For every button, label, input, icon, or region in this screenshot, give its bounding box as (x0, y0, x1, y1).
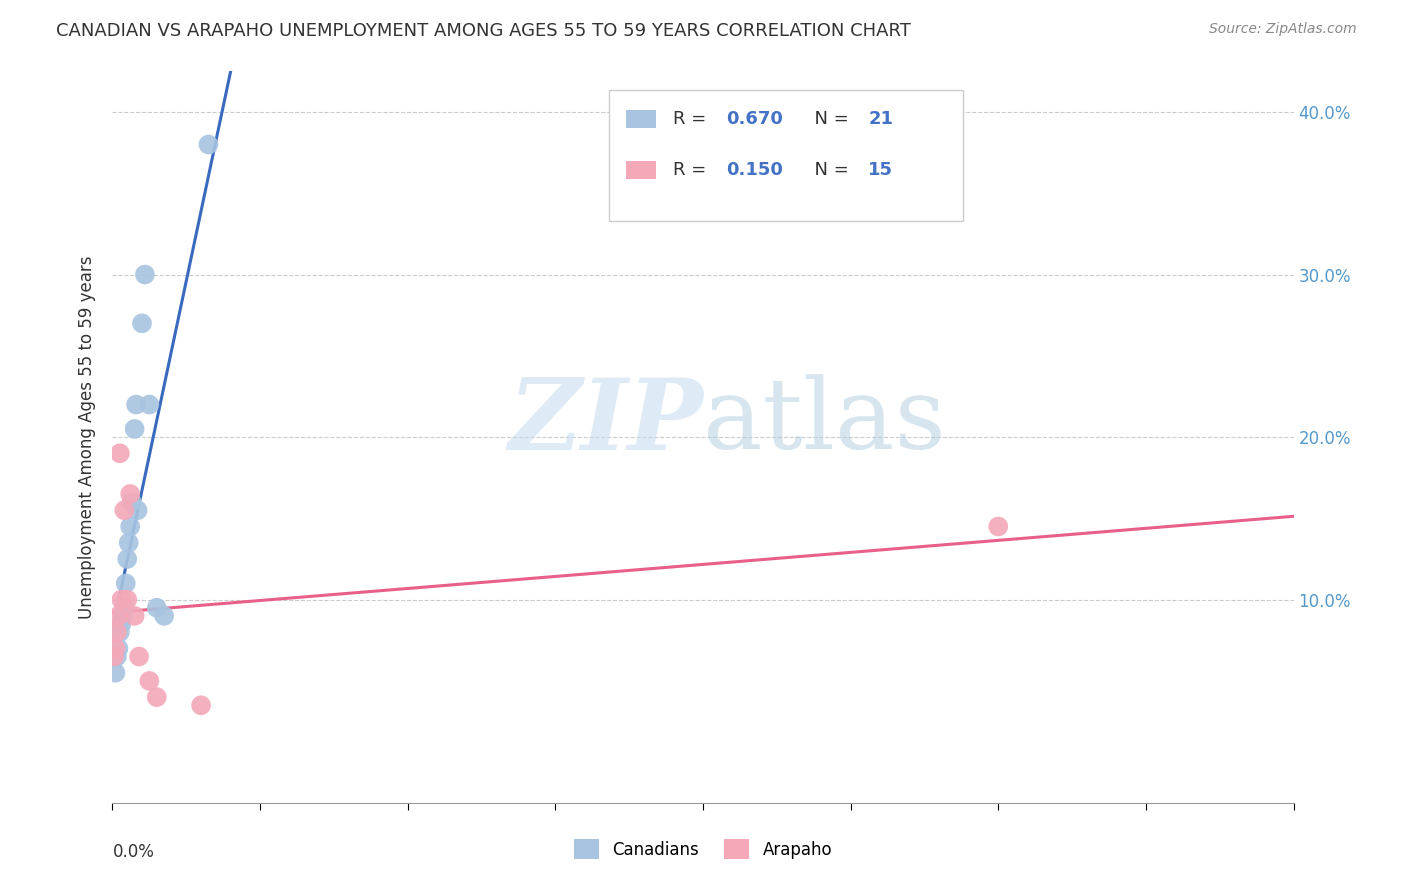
Point (105, 625, 128, 640)
Point (138, 673, 160, 688)
Point (108, 446, 131, 460)
Point (153, 608, 176, 623)
Text: atlas: atlas (703, 375, 946, 470)
Point (120, 487, 142, 501)
Text: CANADIAN VS ARAPAHO UNEMPLOYMENT AMONG AGES 55 TO 59 YEARS CORRELATION CHART: CANADIAN VS ARAPAHO UNEMPLOYMENT AMONG A… (56, 22, 911, 40)
Text: 0.670: 0.670 (727, 110, 783, 128)
Point (121, 495, 143, 509)
Point (125, 398, 148, 412)
Bar (626, 110, 655, 128)
Y-axis label: Unemployment Among Ages 55 to 59 years: Unemployment Among Ages 55 to 59 years (77, 255, 96, 619)
FancyBboxPatch shape (609, 90, 963, 221)
Text: 15: 15 (869, 161, 893, 179)
Text: N =: N = (803, 110, 855, 128)
Text: R =: R = (673, 110, 713, 128)
Point (112, 503, 135, 517)
Point (197, 137, 219, 152)
Legend: Canadians, Arapaho: Canadians, Arapaho (565, 830, 841, 868)
Point (108, 625, 131, 640)
Point (134, 268, 156, 282)
Text: N =: N = (803, 161, 855, 179)
Point (117, 592, 138, 607)
Point (104, 641, 127, 656)
Point (110, 617, 132, 632)
Text: Source: ZipAtlas.com: Source: ZipAtlas.com (1209, 22, 1357, 37)
Point (112, 600, 135, 615)
Point (146, 690, 169, 705)
Point (127, 503, 149, 517)
Text: 0.150: 0.150 (727, 161, 783, 179)
Text: R =: R = (673, 161, 713, 179)
Point (987, 519, 1010, 533)
Text: 21: 21 (869, 110, 893, 128)
Point (120, 519, 142, 533)
Point (111, 608, 134, 623)
Point (128, 649, 150, 664)
Point (124, 608, 146, 623)
Bar (626, 161, 655, 179)
Point (138, 398, 160, 412)
Point (114, 576, 136, 591)
Point (118, 535, 141, 549)
Text: 0.0%: 0.0% (112, 843, 155, 861)
Point (124, 422, 146, 436)
Point (110, 592, 132, 607)
Point (107, 641, 129, 656)
Point (104, 665, 127, 680)
Text: ZIP: ZIP (508, 375, 703, 471)
Point (107, 608, 129, 623)
Point (131, 316, 153, 330)
Point (105, 649, 128, 664)
Point (103, 649, 125, 664)
Point (146, 600, 169, 615)
Point (117, 552, 138, 566)
Point (190, 698, 212, 713)
